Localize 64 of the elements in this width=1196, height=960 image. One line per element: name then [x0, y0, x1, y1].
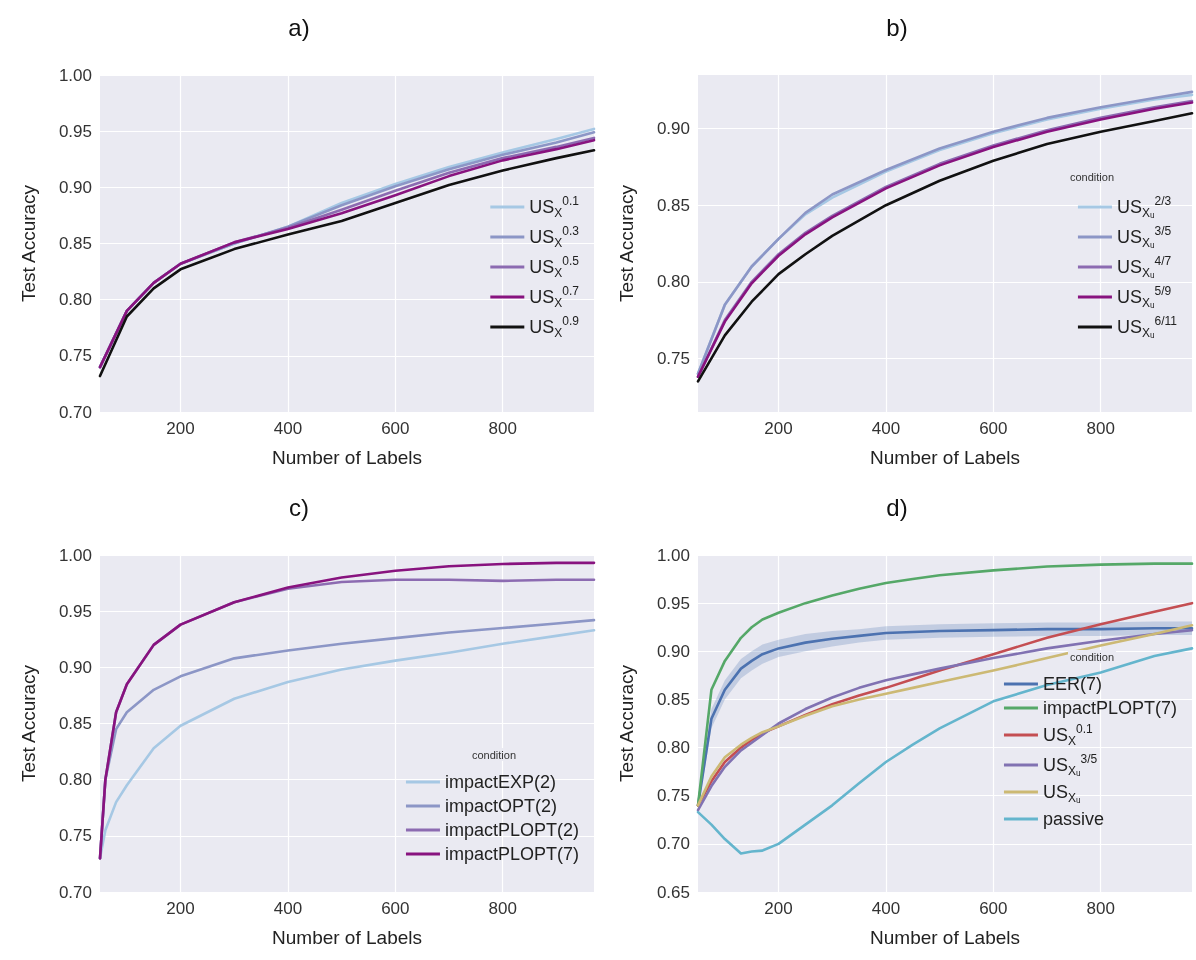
y-tick-label: 0.80 — [656, 738, 690, 758]
x-tick-label: 800 — [488, 899, 517, 918]
y-tick-label: 0.95 — [58, 601, 92, 621]
x-axis-title: Number of Labels — [272, 447, 422, 468]
y-axis-title: Test Accuracy — [18, 184, 39, 303]
y-tick-label: 0.85 — [656, 195, 690, 215]
y-tick-label: 0.95 — [58, 121, 92, 141]
x-tick-label: 400 — [871, 899, 901, 918]
legend-label: impactPLOPT(7) — [444, 844, 580, 864]
y-tick-label: 0.85 — [58, 714, 92, 733]
legend-label: EER(7) — [1042, 674, 1102, 694]
y-tick-label: 0.75 — [656, 348, 690, 368]
x-tick-label: 600 — [381, 899, 410, 918]
x-tick-label: 600 — [979, 419, 1008, 438]
y-axis-title: Test Accuracy — [616, 184, 637, 303]
x-tick-label: 200 — [166, 899, 195, 918]
chart-title: a) — [288, 13, 310, 41]
legend-title: condition — [1069, 650, 1115, 663]
y-tick-label: 0.65 — [656, 882, 690, 902]
legend-label: impactPLOPT(2) — [444, 820, 580, 840]
y-tick-label: 0.90 — [58, 177, 92, 197]
y-tick-label: 0.70 — [58, 882, 92, 902]
x-tick-label: 800 — [488, 419, 517, 438]
y-tick-label: 0.95 — [656, 593, 690, 613]
x-tick-label: 400 — [273, 899, 303, 918]
y-tick-label: 0.70 — [58, 402, 92, 422]
legend-label: impactEXP(2) — [444, 772, 557, 792]
x-tick-label: 200 — [166, 419, 195, 438]
chart-title: b) — [886, 13, 908, 41]
y-axis-title: Test Accuracy — [18, 664, 39, 783]
x-tick-label: 200 — [764, 899, 793, 918]
y-tick-label: 0.80 — [656, 272, 690, 292]
y-axis-title: Test Accuracy — [616, 664, 637, 783]
legend-title: condition — [471, 748, 517, 761]
legend-label: passive — [1042, 809, 1104, 829]
legend-title: condition — [1069, 170, 1115, 183]
y-tick-label: 0.80 — [58, 290, 92, 310]
y-tick-label: 0.75 — [656, 786, 690, 806]
x-tick-label: 800 — [1086, 419, 1115, 438]
y-tick-label: 0.85 — [656, 689, 690, 709]
x-tick-label: 200 — [764, 419, 793, 438]
x-tick-label: 600 — [381, 419, 410, 438]
y-tick-label: 1.00 — [58, 65, 92, 85]
x-tick-label: 600 — [979, 899, 1008, 918]
y-tick-label: 0.90 — [58, 657, 92, 677]
x-axis-title: Number of Labels — [870, 927, 1020, 948]
chart-title: c) — [289, 493, 309, 521]
x-tick-label: 800 — [1086, 899, 1115, 918]
y-tick-label: 1.00 — [58, 545, 92, 565]
x-tick-label: 400 — [273, 419, 303, 438]
y-tick-label: 1.00 — [656, 545, 690, 565]
y-tick-label: 0.75 — [58, 826, 92, 846]
y-tick-label: 0.90 — [656, 119, 690, 139]
y-tick-label: 0.85 — [58, 234, 92, 253]
y-tick-label: 0.80 — [58, 770, 92, 790]
y-tick-label: 0.70 — [656, 834, 690, 854]
legend-label: impactOPT(2) — [444, 796, 557, 816]
x-axis-title: Number of Labels — [870, 447, 1020, 468]
x-axis-title: Number of Labels — [272, 927, 422, 948]
legend-label: impactPLOPT(7) — [1042, 698, 1178, 718]
y-tick-label: 0.75 — [58, 346, 92, 366]
x-tick-label: 400 — [871, 419, 901, 438]
chart-title: d) — [886, 493, 908, 521]
y-tick-label: 0.90 — [656, 641, 690, 661]
